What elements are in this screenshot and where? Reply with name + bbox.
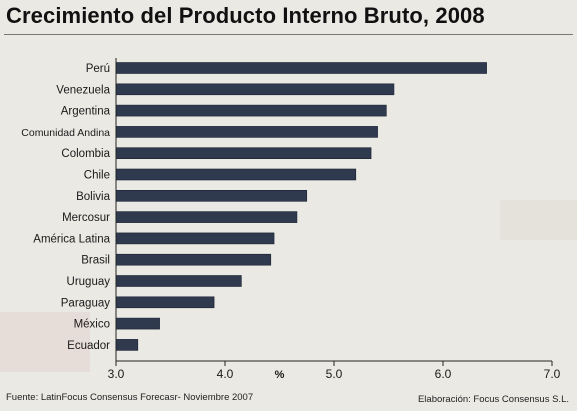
category-label-4: Colombia — [61, 148, 110, 160]
bar-3 — [115, 126, 378, 138]
category-label-6: Bolivia — [76, 191, 110, 203]
x-tick-label-1: 4.0 — [217, 367, 234, 378]
category-label-8: América Latina — [33, 233, 110, 245]
bar-0 — [115, 62, 487, 74]
category-label-12: México — [74, 319, 110, 331]
category-label-5: Chile — [84, 170, 110, 182]
bar-5 — [115, 168, 357, 181]
category-label-0: Perú — [86, 63, 110, 75]
bar-10 — [115, 275, 242, 287]
bar-8 — [115, 232, 275, 245]
x-axis-label: % — [275, 369, 285, 378]
bar-4 — [115, 147, 372, 159]
x-tick-label-4: 7.0 — [544, 367, 561, 378]
category-label-7: Mercosur — [62, 212, 110, 224]
bar-13 — [115, 339, 139, 351]
category-label-1: Venezuela — [56, 84, 110, 96]
x-tick-label-0: 3.0 — [108, 367, 125, 378]
bar-chart: Perú Venezuela Argentina Comunidad Andina Co… — [21, 58, 561, 378]
category-label-13: Ecuador — [67, 340, 110, 352]
category-label-10: Uruguay — [67, 276, 111, 288]
category-label-3: Comunidad Andina — [21, 127, 110, 139]
bar-12 — [115, 317, 160, 330]
category-labels: Perú Venezuela Argentina Comunidad Andina Co… — [21, 63, 110, 352]
bar-1 — [115, 83, 395, 96]
category-label-11: Paraguay — [61, 297, 110, 309]
category-label-9: Brasil — [81, 255, 110, 267]
bar-9 — [115, 253, 272, 266]
category-label-2: Argentina — [61, 106, 111, 118]
bar-6 — [115, 190, 308, 202]
bar-7 — [115, 211, 298, 223]
source-note: Fuente: LatinFocus Consensus Forecasr- N… — [6, 392, 254, 403]
title-divider — [4, 34, 573, 35]
chart-title: Crecimiento del Producto Interno Bruto, … — [6, 3, 485, 28]
x-tick-label-3: 6.0 — [435, 367, 452, 378]
bar-2 — [115, 104, 387, 117]
bars-layer — [115, 62, 487, 351]
credit-note: Elaboración: Focus Consensus S.L. — [417, 394, 569, 405]
x-tick-label-2: 5.0 — [326, 367, 343, 378]
x-axis: 3.0 4.0 5.0 6.0 7.0% — [108, 58, 561, 378]
bar-11 — [115, 296, 215, 309]
